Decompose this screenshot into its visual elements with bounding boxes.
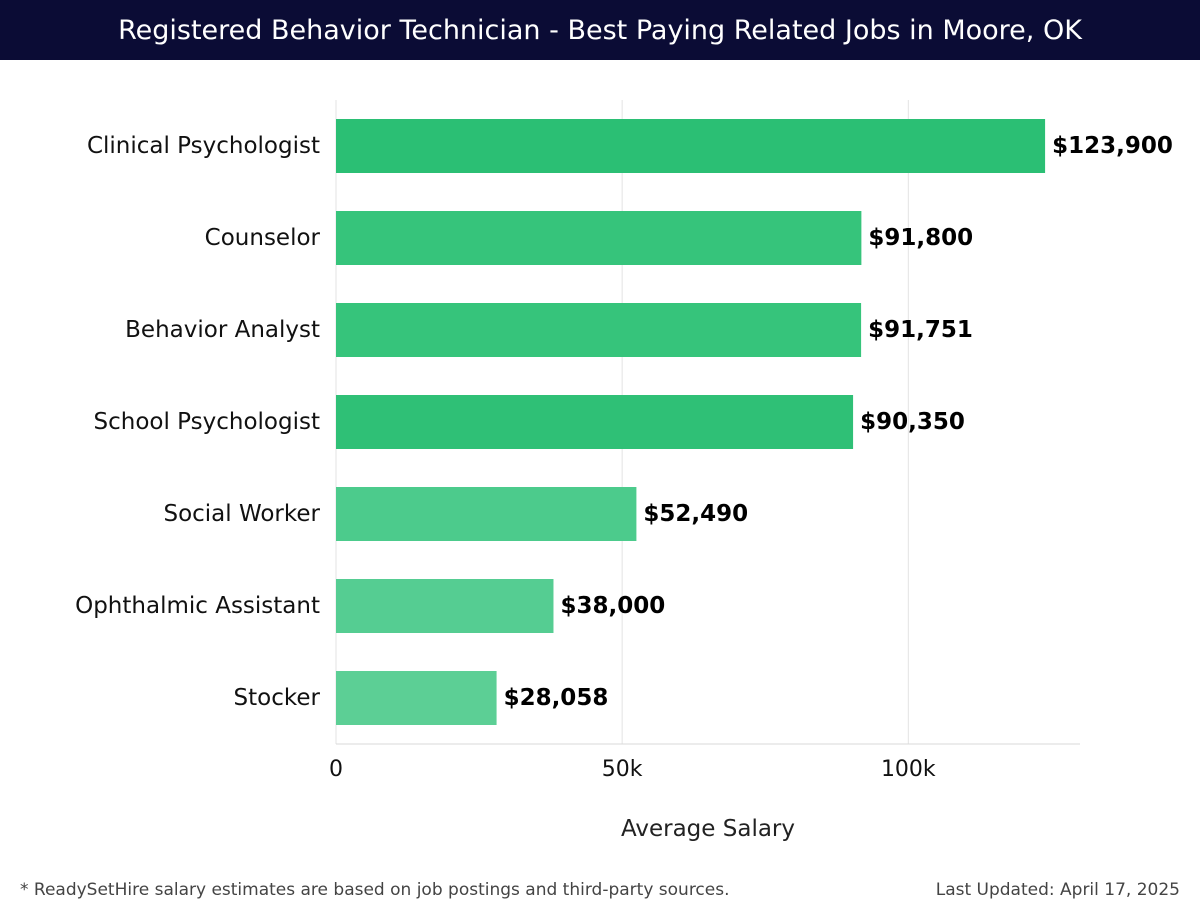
x-tick-label-0: 0 <box>329 757 343 782</box>
chart-title: Registered Behavior Technician - Best Pa… <box>118 14 1082 46</box>
value-label-4: $52,490 <box>643 501 748 527</box>
value-label-5: $38,000 <box>560 593 665 619</box>
category-label-4: Social Worker <box>163 501 320 527</box>
value-label-6: $28,058 <box>504 685 609 711</box>
category-label-6: Stocker <box>234 685 321 711</box>
value-label-0: $123,900 <box>1052 133 1173 159</box>
category-label-2: Behavior Analyst <box>125 317 320 343</box>
bar-6 <box>336 671 497 725</box>
footnote: * ReadySetHire salary estimates are base… <box>20 880 730 900</box>
value-label-2: $91,751 <box>868 317 973 343</box>
title-bar: Registered Behavior Technician - Best Pa… <box>0 0 1200 60</box>
bar-5 <box>336 579 554 633</box>
salary-bar-chart: Clinical Psychologist $123,900 Counselor $9… <box>75 100 1173 842</box>
x-tick-label-1: 50k <box>602 757 643 782</box>
category-label-3: School Psychologist <box>94 409 320 435</box>
bar-0 <box>336 119 1046 173</box>
bar-4 <box>336 487 637 541</box>
category-label-1: Counselor <box>205 225 321 251</box>
bar-1 <box>336 211 862 265</box>
x-axis-label: Average Salary <box>621 816 795 842</box>
bar-2 <box>336 303 862 357</box>
value-label-1: $91,800 <box>868 225 973 251</box>
category-label-5: Ophthalmic Assistant <box>75 593 320 619</box>
x-tick-label-2: 100k <box>881 757 936 782</box>
category-label-0: Clinical Psychologist <box>87 133 320 159</box>
last-updated: Last Updated: April 17, 2025 <box>935 880 1180 900</box>
value-label-3: $90,350 <box>860 409 965 435</box>
bar-3 <box>336 395 854 449</box>
